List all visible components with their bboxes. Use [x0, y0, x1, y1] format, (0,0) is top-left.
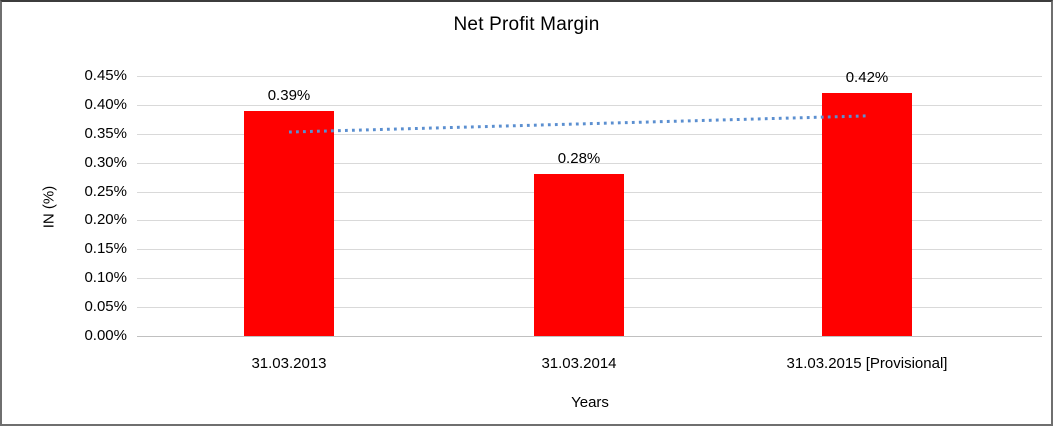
y-tick-label: 0.20% — [84, 211, 127, 228]
y-tick-label: 0.45% — [84, 67, 127, 84]
y-tick-label: 0.30% — [84, 154, 127, 171]
x-tick-label: 31.03.2013 — [251, 355, 327, 372]
bar-value-label: 0.42% — [845, 69, 889, 86]
y-tick-label: 0.40% — [84, 96, 127, 113]
y-tick-label: 0.15% — [84, 240, 127, 257]
y-tick-label: 0.35% — [84, 125, 127, 142]
trendline — [288, 114, 869, 134]
y-tick-label: 0.00% — [84, 327, 127, 344]
bar-value-label: 0.28% — [557, 150, 601, 167]
bar-31.03.2015 [Provisional] — [822, 93, 912, 336]
x-axis-title: Years — [571, 394, 609, 411]
gridline — [137, 163, 1042, 164]
bar-value-label: 0.39% — [267, 87, 311, 104]
gridline — [137, 76, 1042, 77]
y-tick-label: 0.10% — [84, 269, 127, 286]
chart-title: Net Profit Margin — [453, 14, 600, 35]
x-tick-label: 31.03.2014 — [541, 355, 617, 372]
bar-31.03.2013 — [244, 111, 334, 336]
x-tick-label: 31.03.2015 [Provisional] — [786, 355, 948, 372]
y-tick-label: 0.05% — [84, 298, 127, 315]
gridline — [137, 105, 1042, 106]
y-tick-label: 0.25% — [84, 183, 127, 200]
bar-31.03.2014 — [534, 174, 624, 336]
gridline — [137, 336, 1042, 337]
gridline — [137, 134, 1042, 135]
